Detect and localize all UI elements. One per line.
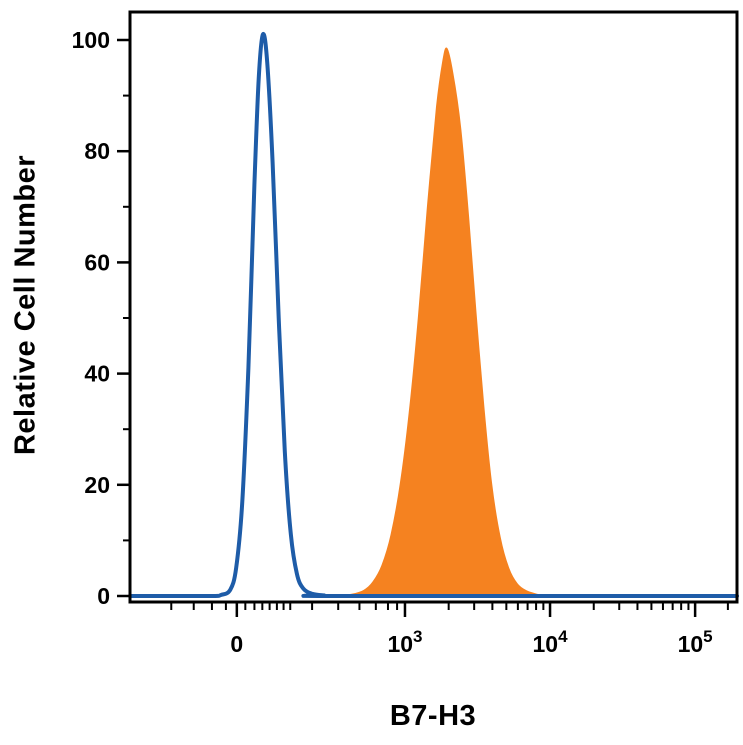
- y-tick-label: 100: [72, 27, 110, 53]
- x-tick-label: 103: [387, 627, 422, 657]
- control-histogram-curve: [128, 31, 739, 599]
- x-axis-label: B7-H3: [389, 700, 477, 732]
- stained-histogram-curve: [335, 47, 547, 597]
- y-axis-label: Relative Cell Number: [9, 154, 42, 456]
- y-tick-label: 20: [84, 472, 110, 498]
- y-tick-label: 60: [84, 249, 110, 275]
- y-tick-label: 0: [97, 583, 110, 609]
- x-tick-label: 105: [678, 627, 713, 657]
- x-tick-label: 0: [230, 631, 243, 657]
- y-tick-label: 40: [84, 361, 110, 387]
- x-tick-label: 104: [533, 627, 569, 657]
- plot-frame: [128, 10, 739, 604]
- y-tick-label: 80: [84, 138, 110, 164]
